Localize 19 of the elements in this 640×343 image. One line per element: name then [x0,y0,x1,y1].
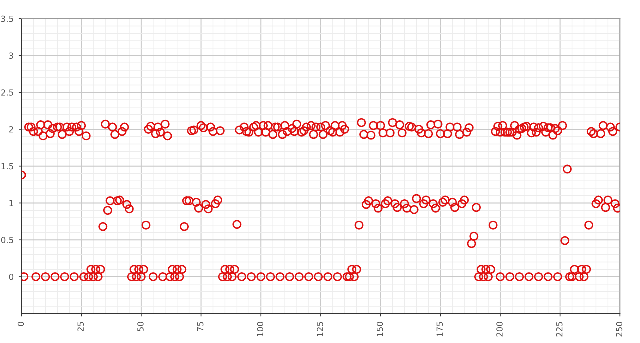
x-tick-label: 250 [616,322,623,337]
x-tick-label: 100 [257,322,264,336]
y-tick-label: 2 [9,126,14,133]
x-tick-label: 75 [198,322,204,332]
x-tick-label: 50 [138,322,144,332]
y-tick-label: 3.5 [2,16,14,22]
y-tick-label: 2.5 [1,90,14,96]
x-tick-label: 175 [436,322,444,336]
x-tick-label: 200 [496,322,503,337]
y-tick-label: 1.5 [2,163,14,170]
x-tick-label: 125 [317,322,324,336]
x-tick-label: 0 [18,322,24,326]
x-tick-label: 225 [556,322,563,337]
y-tick-label: 3 [9,52,14,60]
y-tick-label: 0.5 [1,237,14,244]
x-tick-label: 25 [78,322,84,332]
x-tick-label: 150 [376,322,384,336]
y-tick-label: 0 [9,274,14,280]
y-tick-label: 1 [10,200,14,206]
